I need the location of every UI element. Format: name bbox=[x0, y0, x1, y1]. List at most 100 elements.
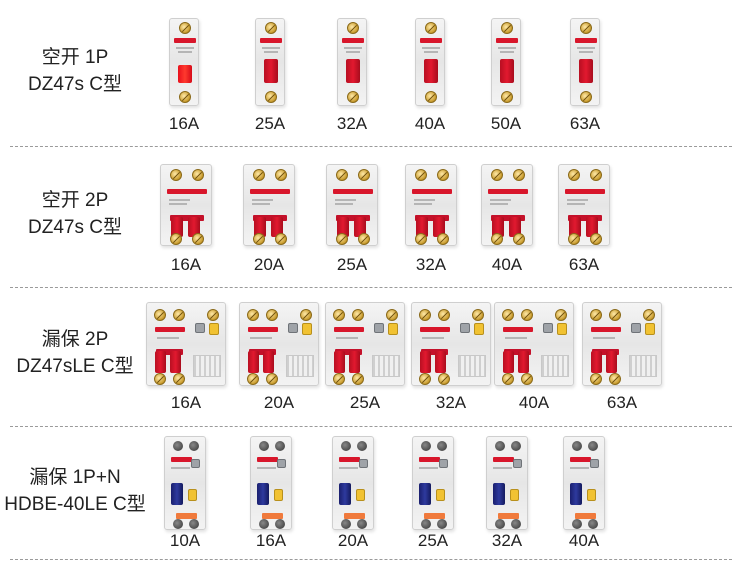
product-row-1p: 空开 1P DZ47s C型 bbox=[0, 0, 750, 146]
brand-logo bbox=[420, 38, 442, 43]
terminal-icon bbox=[259, 519, 269, 529]
switch-lever bbox=[334, 351, 346, 373]
terminal-screw-icon bbox=[172, 309, 185, 321]
rcd-module-grill bbox=[541, 355, 569, 377]
breaker-illustration bbox=[570, 18, 600, 106]
breaker-illustration bbox=[243, 164, 295, 246]
lever-bar bbox=[591, 349, 620, 355]
product-row-rcbo-2p: 漏保 2P DZ47sLE C型 bbox=[0, 288, 750, 426]
amperage-label: 10A bbox=[169, 531, 201, 550]
switch-lever bbox=[170, 217, 183, 237]
terminal-icon bbox=[189, 519, 199, 529]
amperage-label: 50A bbox=[490, 114, 522, 133]
row-divider bbox=[10, 287, 732, 288]
terminal-icon bbox=[588, 519, 598, 529]
test-button bbox=[374, 323, 384, 333]
product-item: 40A bbox=[400, 18, 460, 138]
label-text bbox=[336, 337, 358, 339]
label-text bbox=[252, 199, 273, 201]
label-text bbox=[422, 47, 440, 49]
terminal-screw-icon bbox=[275, 233, 288, 245]
amperage-label: 25A bbox=[254, 114, 286, 133]
terminal-screw-icon bbox=[347, 22, 359, 34]
lever-bar bbox=[334, 349, 363, 355]
brand-logo bbox=[419, 457, 440, 462]
terminal-icon bbox=[572, 519, 582, 529]
lever-bar bbox=[420, 349, 449, 355]
terminal-icon bbox=[495, 519, 505, 529]
terminal-screw-icon bbox=[206, 309, 219, 321]
terminal-screw-icon bbox=[169, 233, 182, 245]
label-text bbox=[257, 467, 276, 469]
terminal-screw-icon bbox=[414, 233, 427, 245]
switch-lever bbox=[188, 217, 201, 237]
product-item: 16A bbox=[141, 302, 231, 417]
label-text bbox=[424, 51, 438, 53]
product-item: 20A bbox=[323, 436, 383, 555]
brand-logo bbox=[493, 457, 514, 462]
row-divider bbox=[10, 146, 732, 147]
test-button bbox=[513, 459, 523, 468]
terminal-screw-icon bbox=[252, 169, 265, 181]
din-clip bbox=[343, 513, 365, 519]
terminal-screw-icon bbox=[265, 309, 278, 321]
test-button bbox=[631, 323, 641, 333]
label-text bbox=[339, 467, 358, 469]
breaker-illustration bbox=[146, 302, 226, 386]
test-button bbox=[543, 323, 553, 333]
breaker-illustration bbox=[412, 436, 454, 530]
product-item: 20A bbox=[234, 302, 324, 417]
switch-lever bbox=[491, 217, 504, 237]
terminal-screw-icon bbox=[335, 233, 348, 245]
reset-indicator bbox=[188, 489, 198, 501]
switch-lever bbox=[253, 217, 266, 237]
amperage-label: 20A bbox=[263, 393, 295, 412]
breaker-illustration bbox=[491, 18, 521, 106]
terminal-screw-icon bbox=[520, 373, 533, 385]
switch-lever bbox=[336, 217, 349, 237]
brand-logo bbox=[412, 189, 452, 194]
amperage-label: 16A bbox=[170, 393, 202, 412]
terminal-screw-icon bbox=[580, 22, 592, 34]
product-item: 16A bbox=[241, 436, 301, 555]
label-text bbox=[262, 47, 280, 49]
reset-indicator bbox=[474, 323, 484, 335]
breaker-illustration bbox=[332, 436, 374, 530]
test-button bbox=[359, 459, 369, 468]
amperage-label: 32A bbox=[415, 255, 447, 274]
switch-lever bbox=[570, 483, 582, 505]
din-clip bbox=[261, 513, 283, 519]
product-item: 40A bbox=[489, 302, 579, 417]
amperage-label: 20A bbox=[253, 255, 285, 274]
breaker-illustration bbox=[494, 302, 574, 386]
breaker-illustration bbox=[250, 436, 292, 530]
switch-lever bbox=[178, 65, 192, 83]
terminal-screw-icon bbox=[590, 373, 603, 385]
label-text bbox=[567, 199, 588, 201]
terminal-icon bbox=[275, 519, 285, 529]
row-label: 漏保 2P DZ47sLE C型 bbox=[0, 326, 150, 380]
brand-logo bbox=[171, 457, 192, 462]
terminal-icon bbox=[357, 441, 367, 451]
label-text bbox=[570, 467, 589, 469]
terminal-screw-icon bbox=[179, 91, 191, 103]
product-item: 32A bbox=[406, 302, 496, 417]
terminal-icon bbox=[341, 441, 351, 451]
reset-indicator bbox=[388, 323, 398, 335]
terminal-screw-icon bbox=[554, 309, 567, 321]
row-label-type: 空开 2P bbox=[41, 190, 109, 211]
label-text bbox=[577, 47, 595, 49]
switch-lever bbox=[591, 351, 603, 373]
label-text bbox=[176, 47, 194, 49]
row-label: 空开 1P DZ47s C型 bbox=[0, 44, 150, 98]
switch-lever bbox=[518, 351, 530, 373]
terminal-screw-icon bbox=[247, 309, 260, 321]
rcd-module-grill bbox=[458, 355, 486, 377]
switch-lever bbox=[568, 217, 581, 237]
switch-lever bbox=[264, 59, 278, 83]
product-item: 40A bbox=[554, 436, 614, 555]
terminal-icon bbox=[189, 441, 199, 451]
terminal-screw-icon bbox=[437, 233, 450, 245]
breaker-illustration bbox=[582, 302, 662, 386]
reset-indicator bbox=[510, 489, 520, 501]
